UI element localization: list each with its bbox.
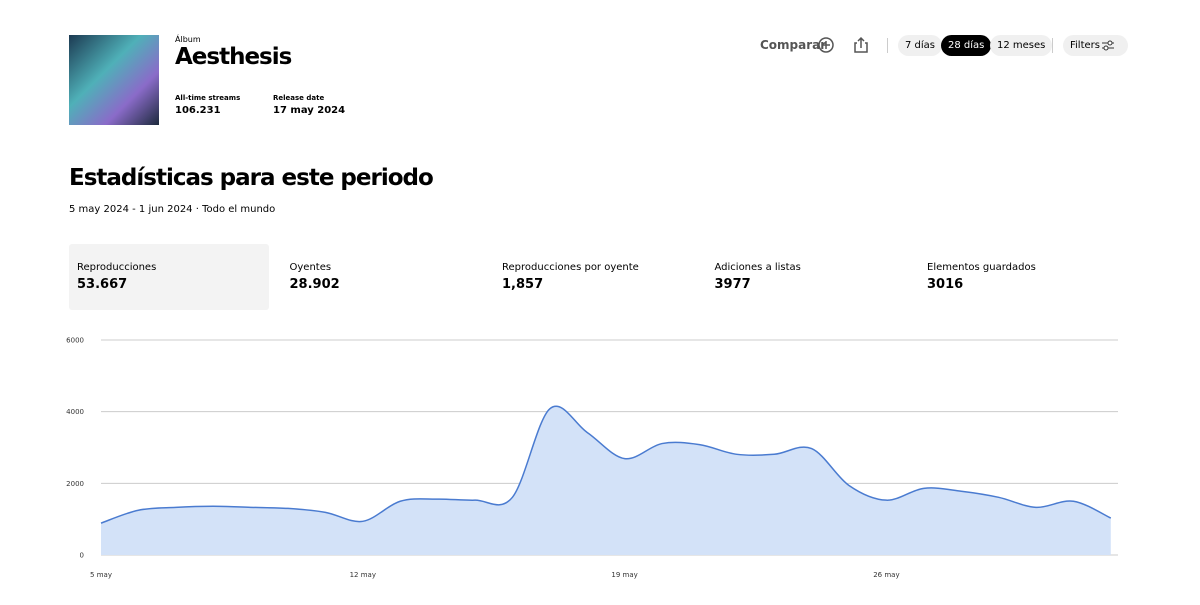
x-tick-label: 26 may	[873, 571, 899, 579]
range-tab[interactable]: 7 días	[898, 35, 943, 56]
range-tab[interactable]: 28 días	[941, 35, 992, 56]
metric-value: 28.902	[289, 277, 340, 292]
metric-value: 3977	[714, 277, 751, 292]
metric-label: Adiciones a listas	[714, 262, 801, 273]
section-title: Estadísticas para este periodo	[69, 165, 434, 191]
y-tick-label: 0	[80, 552, 84, 560]
metric-value: 3016	[927, 277, 964, 292]
section-subtitle: 5 may 2024 - 1 jun 2024 · Todo el mundo	[69, 204, 276, 215]
y-tick-label: 6000	[66, 337, 84, 345]
chart: 0 2000 4000 6000 5 may 12 may 19 may 26 may	[66, 337, 1118, 579]
fact: Release date 17 may 2024	[273, 94, 345, 116]
fact-value: 17 may 2024	[273, 105, 346, 116]
y-tick-label: 4000	[66, 408, 84, 416]
area-fill	[101, 406, 1111, 555]
metric-label: Reproducciones por oyente	[502, 262, 639, 273]
compare-button[interactable]: Comparar	[760, 38, 827, 52]
kicker: Álbum	[175, 35, 201, 44]
area-line	[100, 405, 1112, 524]
metric-value: 1,857	[502, 277, 544, 292]
x-tick-label: 5 may	[90, 571, 112, 579]
y-tick-label: 2000	[66, 480, 84, 488]
range-tab[interactable]: 12 meses	[990, 35, 1053, 56]
fact-value: 106.231	[175, 105, 221, 116]
separator	[887, 38, 888, 53]
metric-card[interactable]: Reproducciones 53.667	[69, 244, 269, 310]
metric-value: 53.667	[77, 277, 128, 292]
share-icon[interactable]	[852, 36, 870, 54]
metric-label: Oyentes	[289, 262, 332, 273]
separator	[1052, 38, 1053, 53]
fact-label: All-time streams	[175, 94, 241, 102]
album-title: Aesthesis	[175, 44, 292, 70]
filters-button[interactable]: Filters	[1063, 35, 1128, 56]
metric-card[interactable]: Oyentes 28.902	[282, 244, 482, 310]
metric-card[interactable]: Elementos guardados 3016	[919, 244, 1119, 310]
add-icon[interactable]	[817, 36, 835, 54]
fact: All-time streams 106.231	[175, 94, 240, 116]
fact-label: Release date	[273, 94, 325, 102]
metric-card[interactable]: Reproducciones por oyente 1,857	[494, 244, 694, 310]
x-tick-label: 19 may	[611, 571, 637, 579]
x-tick-label: 12 may	[350, 571, 376, 579]
metric-label: Reproducciones	[77, 262, 157, 273]
filters-icon	[1102, 40, 1114, 51]
metric-label: Elementos guardados	[927, 262, 1036, 273]
album-cover	[69, 35, 159, 125]
metric-card[interactable]: Adiciones a listas 3977	[707, 244, 907, 310]
